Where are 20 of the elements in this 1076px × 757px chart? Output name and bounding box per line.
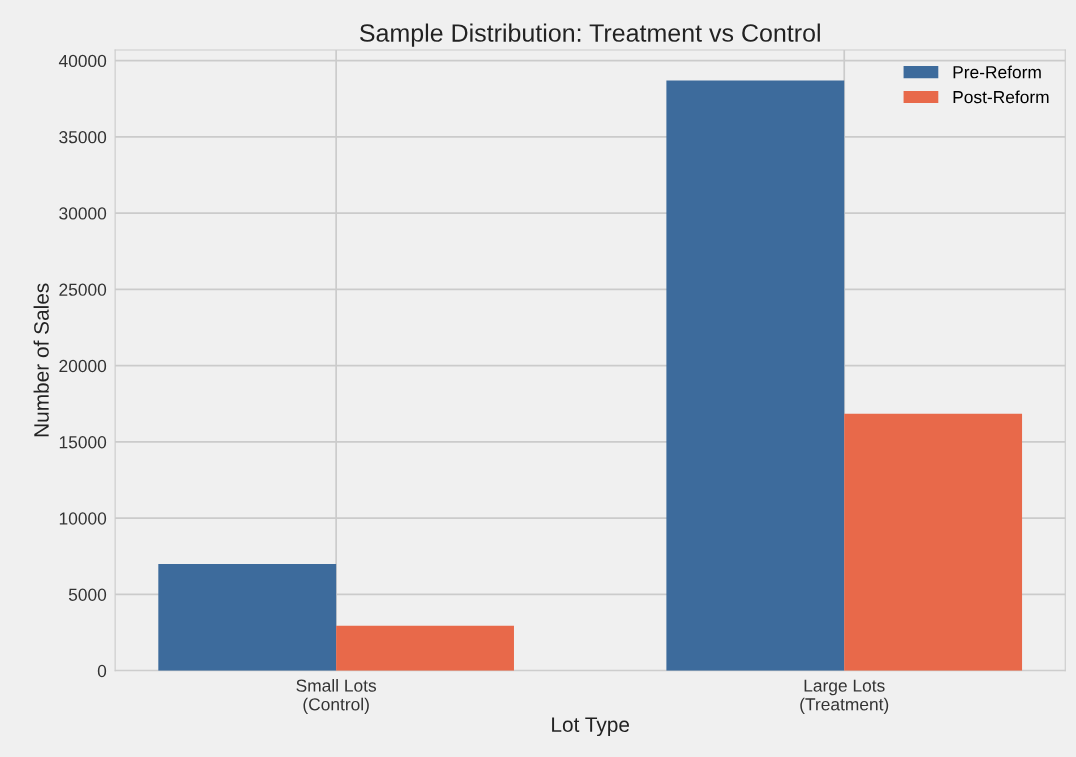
bar [666, 80, 845, 671]
y-tick-label: 10000 [59, 512, 107, 525]
bar [158, 563, 337, 671]
y-tick-label: 15000 [59, 436, 107, 449]
bar [336, 625, 514, 671]
y-tick-label: 20000 [59, 359, 107, 373]
y-tick-label: 25000 [59, 283, 107, 296]
bar [844, 413, 1023, 671]
legend-label: Pre-Reform [953, 65, 1041, 79]
x-tick-label: Small Lots (Control) [296, 679, 377, 714]
y-tick-label: 30000 [59, 207, 107, 220]
x-tick-label: Large Lots (Treatment) [800, 679, 889, 714]
y-tick-label: 0 [97, 664, 107, 678]
y-axis-title: Number of Sales [33, 283, 49, 437]
x-axis-title: Lot Type [552, 717, 630, 737]
chart-title: Sample Distribution: Treatment vs Control [359, 23, 820, 47]
y-tick-label: 35000 [59, 131, 107, 144]
y-tick-label: 40000 [58, 54, 107, 68]
y-tick-label: 5000 [68, 588, 107, 601]
legend-label: Post-Reform [953, 90, 1049, 104]
